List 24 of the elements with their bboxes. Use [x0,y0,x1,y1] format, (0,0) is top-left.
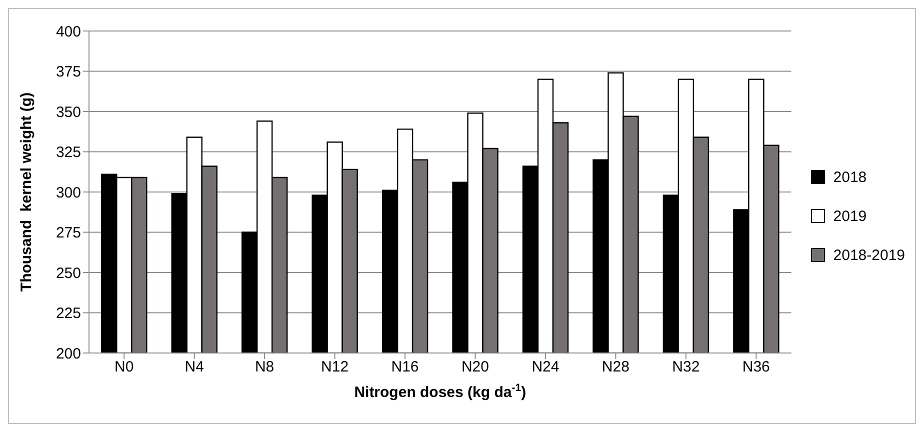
y-tick-label: 300 [56,184,81,202]
y-tick-label: 350 [56,104,81,121]
x-axis-title: Nitrogen doses (kg da$^{-1}$) [354,382,526,401]
x-tick-label: N8 [254,358,274,376]
y-tick-label: 400 [56,23,81,40]
y-tick-label: 325 [56,144,81,162]
y-tick-label: 275 [56,224,81,242]
legend-label: 2019 [833,208,867,224]
x-tick-label: N20 [461,358,490,376]
x-tick-label: N28 [602,358,630,376]
y-tick-label: 250 [56,264,81,282]
x-tick-label: N0 [114,358,134,376]
x-tick-label: N16 [391,358,419,376]
x-tick-label: N24 [532,358,560,376]
x-tick-label: N12 [321,358,349,376]
legend-label: 2018 [833,168,867,186]
x-tick-label: N4 [184,358,204,376]
y-axis-title: Thousand kernel weight (g) [18,92,35,292]
y-tick-label: 375 [56,64,81,81]
y-tick-label: 225 [56,305,81,322]
legend-label: 2018-2019 [833,246,905,264]
y-tick-label: 200 [56,345,81,362]
x-tick-label: N32 [672,358,700,376]
x-tick-label: N36 [742,358,770,376]
